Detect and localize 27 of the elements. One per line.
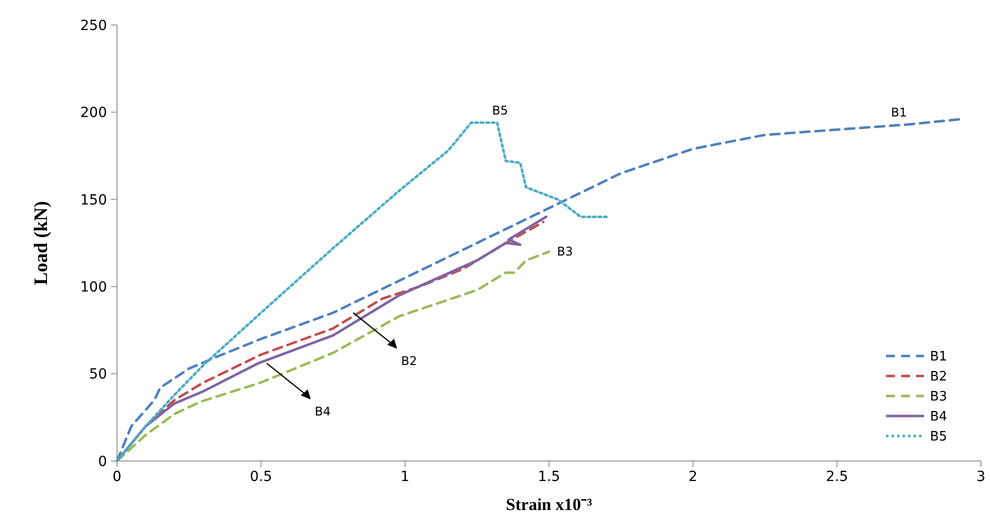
x-tick-label: 2 — [688, 469, 698, 485]
annotation: B3 — [557, 244, 573, 259]
y-tick-label: 0 — [98, 454, 107, 470]
line-series — [116, 121, 608, 462]
x-tick-label: 1 — [400, 469, 410, 485]
x-tick-label: 1.5 — [538, 469, 560, 485]
legend-label: B5 — [930, 430, 948, 445]
y-tick-label: 250 — [80, 18, 107, 34]
x-tick-label: 0.5 — [250, 469, 272, 485]
x-tick-label: 0 — [112, 469, 122, 485]
annotation: B2 — [401, 354, 418, 368]
y-tick-label: 200 — [80, 105, 107, 122]
legend-label: B2 — [930, 370, 948, 385]
y-tick-label: 100 — [80, 280, 107, 296]
x-tick-label: 3 — [976, 469, 986, 485]
annotation: B4 — [314, 404, 331, 418]
y-axis-title: Load (kN) — [31, 201, 52, 285]
y-tick-label: 50 — [89, 366, 107, 383]
annotation: B1 — [891, 105, 907, 120]
legend-label: B1 — [930, 350, 948, 365]
x-tick-label: 2.5 — [826, 469, 848, 485]
legend-label: B4 — [930, 410, 948, 425]
line-series — [116, 118, 962, 462]
legend-label: B3 — [930, 390, 948, 405]
annotation: B5 — [492, 104, 508, 118]
y-tick-label: 150 — [80, 192, 107, 208]
x-axis-title: Strain x10⁻³ — [506, 495, 592, 514]
